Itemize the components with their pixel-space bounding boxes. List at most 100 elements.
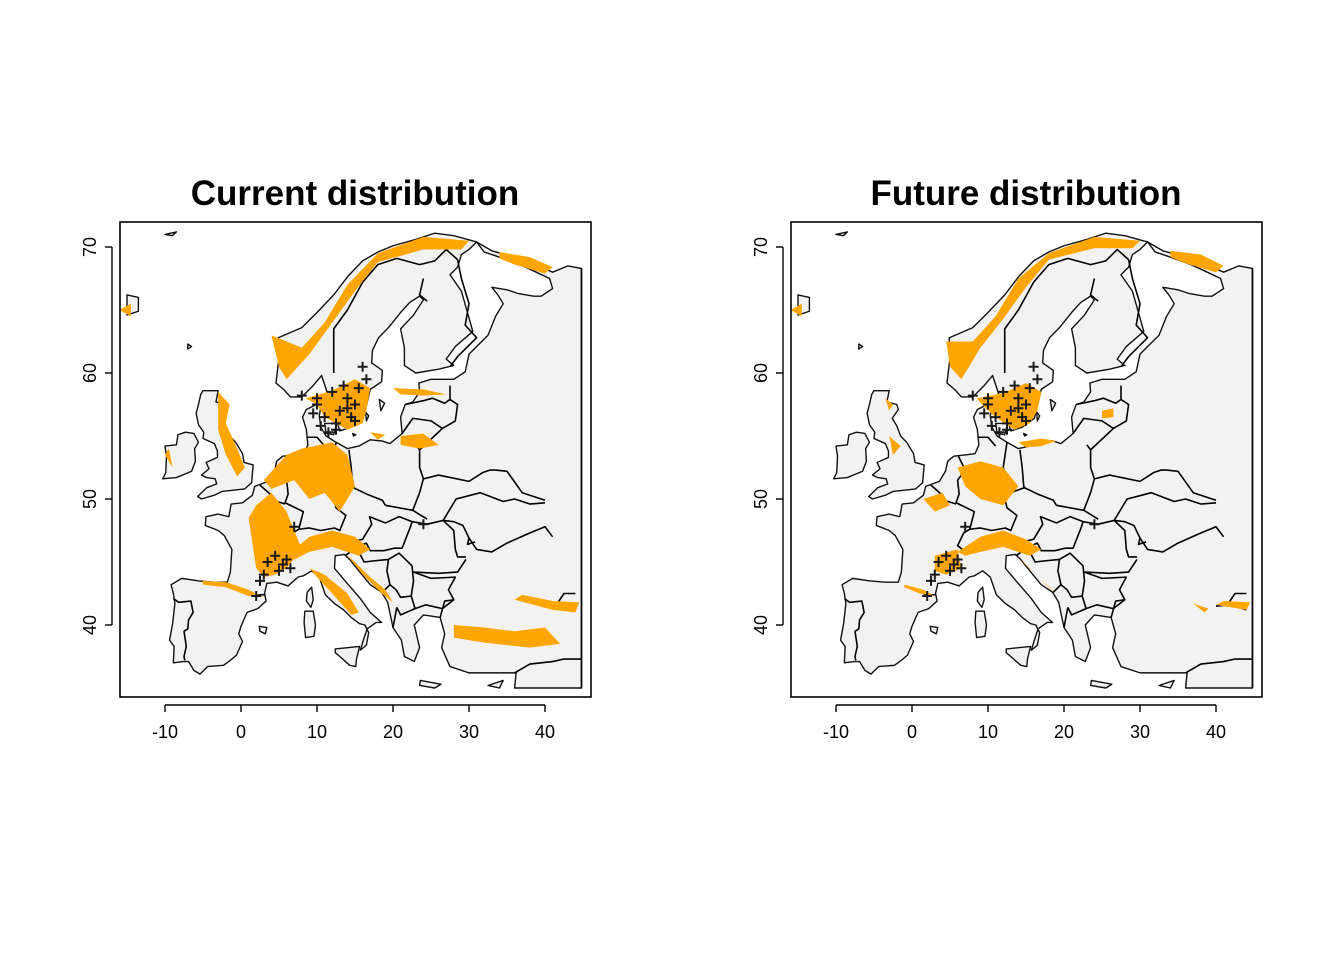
occurrence-point-0 (1028, 361, 1039, 372)
occurrence-point-19 (967, 390, 978, 401)
x-tick-label: -10 (152, 722, 178, 742)
occurrence-point-4 (1021, 399, 1031, 410)
suitable-habitat-layer (120, 236, 580, 648)
occurrence-point-25 (281, 554, 292, 565)
x-tick-label: 30 (1130, 722, 1150, 742)
occurrence-point-2 (998, 386, 1009, 397)
occurrence-point-0 (357, 361, 368, 372)
basemap (798, 232, 1252, 688)
suitable-area-5 (263, 442, 355, 512)
y-axis: 40 50 60 70 (80, 237, 113, 635)
occurrence-point-7 (319, 412, 330, 423)
y-axis: 40 50 60 70 (751, 237, 784, 635)
x-tick-label: 40 (1206, 722, 1226, 742)
occurrence-point-21 (960, 521, 971, 532)
suitable-area-15 (393, 388, 447, 396)
occurrence-point-13 (994, 427, 1005, 438)
x-axis: -10 0 10 20 30 40 (152, 704, 555, 742)
occurrence-point-15 (1013, 403, 1024, 414)
occurrence-point-28 (258, 569, 269, 580)
suitable-area-15 (885, 398, 893, 411)
suitable-area-1 (499, 252, 553, 274)
suitable-area-8 (347, 555, 393, 603)
suitable-area-4 (120, 303, 131, 317)
occurrence-point-20 (418, 519, 429, 530)
x-tick-label: 0 (236, 722, 246, 742)
x-tick-label: 10 (978, 722, 998, 742)
y-tick-label: 40 (751, 615, 771, 635)
occurrence-point-19 (296, 390, 307, 401)
occurrence-point-29 (255, 575, 265, 586)
y-tick-label: 60 (80, 363, 100, 383)
occurrence-point-2 (327, 386, 338, 397)
suitable-area-5 (1102, 408, 1114, 419)
occurrence-point-7 (990, 412, 1001, 423)
occurrence-point-15 (342, 403, 353, 414)
occurrence-point-5 (334, 405, 345, 416)
suitable-area-12 (453, 625, 561, 648)
occurrence-point-12 (315, 420, 326, 431)
suitable-area-13 (400, 433, 439, 449)
suitable-area-14 (370, 432, 386, 440)
occurrence-point-4 (350, 399, 360, 410)
occurrence-point-11 (1032, 374, 1043, 385)
occurrence-point-17 (979, 408, 990, 419)
x-tick-label: -10 (823, 722, 849, 742)
occurrence-point-20 (1089, 519, 1100, 530)
occurrence-point-27 (945, 565, 955, 576)
map-title: Future distribution (870, 174, 1181, 213)
occurrence-point-24 (277, 559, 288, 570)
suitable-area-7 (286, 530, 371, 560)
occurrence-point-3 (342, 393, 353, 404)
occurrence-point-22 (933, 557, 944, 567)
occurrence-point-25 (952, 554, 963, 565)
occurrence-point-26 (285, 563, 296, 574)
map-panel-future: Future distribution -10 0 10 20 30 40 40 50 60 7… (751, 174, 1263, 742)
occurrence-point-18 (983, 393, 993, 404)
suitable-area-0 (946, 236, 1140, 380)
occurrence-point-18 (312, 393, 322, 404)
y-tick-label: 60 (751, 363, 771, 383)
occurrence-point-27 (274, 565, 284, 576)
x-tick-label: 0 (907, 722, 917, 742)
occurrence-point-1 (1009, 380, 1020, 391)
suitable-area-13 (1193, 603, 1209, 613)
occurrence-point-16 (350, 415, 360, 426)
y-tick-label: 70 (751, 237, 771, 257)
map-area (120, 232, 581, 688)
occurrence-point-3 (1013, 393, 1024, 404)
x-tick-label: 30 (459, 722, 479, 742)
suitable-area-6 (957, 461, 1019, 506)
suitable-area-3 (218, 391, 245, 477)
suitable-area-16 (165, 448, 173, 468)
occurrence-point-22 (262, 557, 273, 567)
suitable-area-10 (203, 580, 264, 598)
plot-frame (119, 221, 592, 698)
occurrence-point-30 (922, 591, 933, 602)
suitable-area-3 (791, 303, 802, 317)
x-tick-label: 20 (383, 722, 403, 742)
occurrence-point-21 (289, 521, 300, 532)
suitable-area-4 (1018, 438, 1057, 448)
occurrence-point-10 (1024, 383, 1035, 394)
occurrence-point-24 (948, 559, 959, 570)
y-tick-label: 70 (80, 237, 100, 257)
x-tick-label: 20 (1054, 722, 1074, 742)
occurrence-point-12 (986, 420, 997, 431)
suitable-area-8 (957, 530, 1042, 556)
map-area (791, 232, 1252, 688)
y-tick-label: 50 (751, 489, 771, 509)
suitable-area-7 (923, 492, 950, 512)
suitable-area-1 (1170, 250, 1224, 273)
occurrence-point-5 (1005, 405, 1016, 416)
basemap (127, 232, 581, 688)
suitable-area-9 (309, 568, 359, 615)
y-tick-label: 40 (80, 615, 100, 635)
occurrence-point-23 (270, 550, 281, 561)
occurrence-point-10 (353, 383, 364, 394)
occurrence-point-30 (251, 591, 262, 602)
occurrence-markers (922, 361, 1100, 602)
occurrence-point-29 (926, 575, 936, 586)
occurrence-point-11 (361, 374, 372, 385)
